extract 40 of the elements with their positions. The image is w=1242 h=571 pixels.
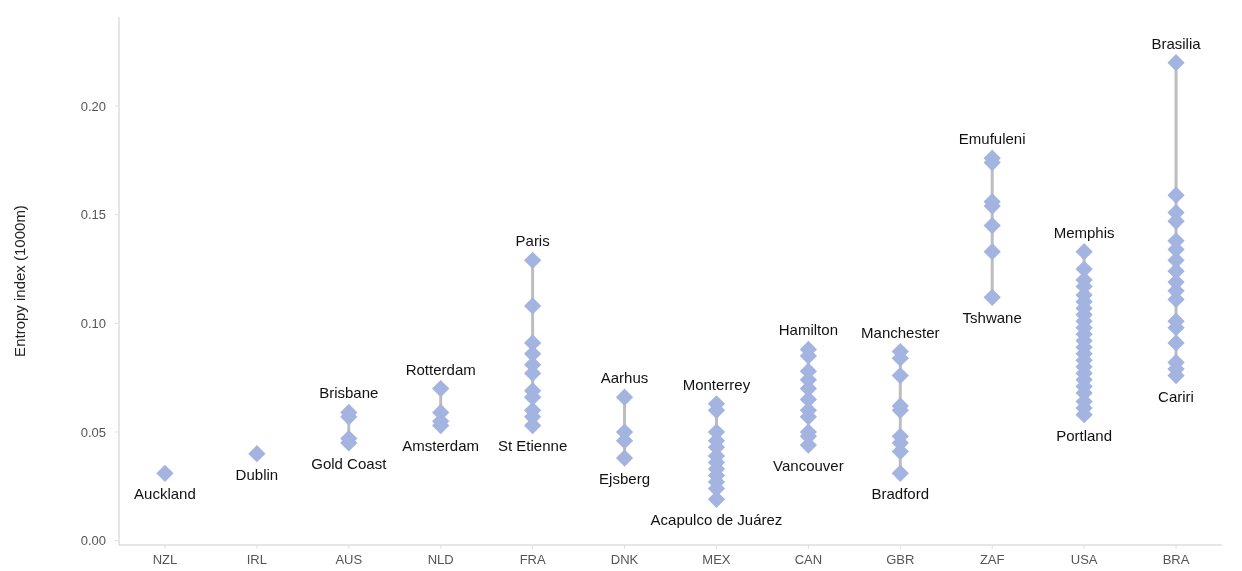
annotation: Bradford — [871, 485, 930, 503]
y-axis-title: Entropy index (1000m) — [11, 205, 28, 357]
annotation: Dublin — [235, 465, 279, 483]
annotation: Gold Coast — [311, 454, 388, 472]
x-tick-label: NLD — [427, 552, 454, 567]
annotation: Manchester — [861, 323, 940, 341]
x-tick-label: GBR — [886, 552, 915, 567]
annotation: Cariri — [1158, 387, 1194, 405]
annotation: Auckland — [134, 485, 196, 503]
x-tick-label: NZL — [152, 552, 178, 567]
annotation: Vancouver — [773, 457, 844, 475]
annotation: Monterrey — [682, 375, 751, 393]
annotation: Tshwane — [962, 309, 1022, 327]
x-tick-label: IRL — [246, 552, 267, 567]
annotation: Portland — [1056, 426, 1113, 444]
x-tick-label: AUS — [335, 552, 363, 567]
x-tick-label: ZAF — [979, 552, 1005, 567]
y-tick-label: 0.20 — [80, 98, 106, 114]
x-tick-label: FRA — [519, 552, 546, 567]
annotation: Emufuleni — [958, 130, 1026, 148]
annotation: Acapulco de Juárez — [650, 511, 783, 529]
annotation: Rotterdam — [405, 360, 476, 378]
x-tick-label: MEX — [702, 552, 731, 567]
y-tick-label: 0.05 — [80, 424, 106, 440]
annotation: Brisbane — [319, 384, 379, 402]
x-tick-label: DNK — [610, 552, 639, 567]
annotation: Paris — [515, 232, 550, 250]
y-tick-label: 0.00 — [80, 533, 106, 549]
x-tick-label: USA — [1070, 552, 1098, 567]
x-tick-label: CAN — [794, 552, 823, 567]
annotation: Brasilia — [1151, 34, 1202, 52]
annotation: Memphis — [1053, 223, 1115, 241]
annotation: Amsterdam — [402, 437, 480, 455]
annotation: St Etienne — [498, 437, 568, 455]
annotation: Aarhus — [600, 369, 649, 387]
annotation: Hamilton — [778, 321, 838, 339]
x-tick-label: BRA — [1162, 552, 1190, 567]
annotation: Ejsberg — [599, 470, 650, 488]
y-tick-label: 0.10 — [80, 315, 106, 331]
y-tick-label: 0.15 — [80, 207, 106, 223]
